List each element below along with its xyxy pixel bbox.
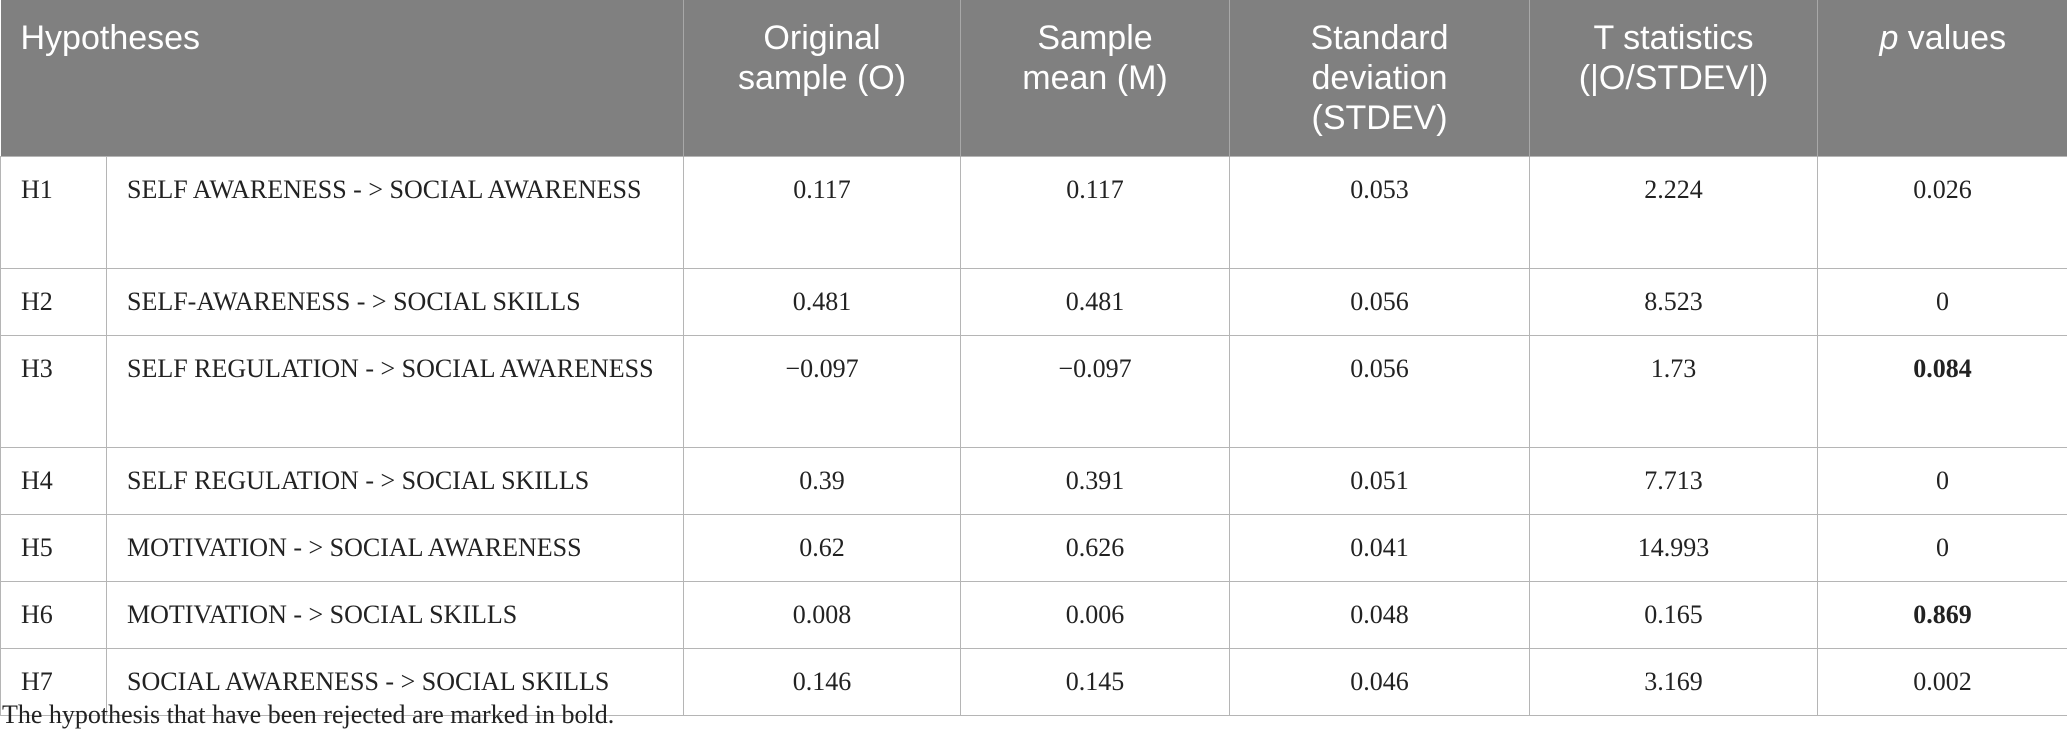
stdev-value: 0.056: [1229, 267, 1531, 336]
header-row: Hypotheses Original sample (O) Sample mean…: [0, 0, 2067, 156]
hypothesis-id: H4: [0, 446, 107, 515]
sample-mean-value: 0.481: [960, 267, 1231, 336]
header-p-italic: p: [1879, 19, 1899, 57]
original-sample-value: 0.008: [683, 580, 962, 649]
sample-mean-value: −0.097: [960, 334, 1231, 448]
header-t-statistics: T statistics (|O/STDEV|): [1529, 0, 1818, 156]
original-sample-value: 0.39: [683, 446, 962, 515]
header-hypotheses: Hypotheses: [0, 0, 684, 156]
hypothesis-id: H6: [0, 580, 107, 649]
header-t-line2: (|O/STDEV|): [1578, 59, 1769, 97]
hypotheses-table-container: Hypotheses Original sample (O) Sample mean…: [0, 0, 2067, 716]
hypothesis-id: H7: [0, 647, 107, 716]
stdev-value: 0.053: [1229, 155, 1531, 269]
table-row: H4 SELF REGULATION - > SOCIAL SKILLS 0.3…: [0, 446, 2067, 515]
sample-mean-value: 0.117: [960, 155, 1231, 269]
header-std-line2: deviation: [1311, 59, 1448, 97]
t-statistic-value: 3.169: [1529, 647, 1819, 716]
hypothesis-id: H2: [0, 267, 107, 336]
header-sample-mean: Sample mean (M): [960, 0, 1230, 156]
hypothesis-path: MOTIVATION - > SOCIAL AWARENESS: [105, 513, 685, 582]
sample-mean-value: 0.006: [960, 580, 1231, 649]
stdev-value: 0.046: [1229, 647, 1531, 716]
header-standard-deviation: Standard deviation (STDEV): [1229, 0, 1530, 156]
p-value-rejected: 0.084: [1817, 334, 2067, 448]
p-value: 0.002: [1817, 647, 2067, 716]
p-value: 0: [1817, 267, 2067, 336]
hypothesis-path: SELF REGULATION - > SOCIAL AWARENESS: [105, 334, 685, 448]
original-sample-value: 0.62: [683, 513, 962, 582]
table-row: H3 SELF REGULATION - > SOCIAL AWARENESS …: [0, 334, 2067, 448]
table-footnote: The hypothesis that have been rejected a…: [2, 700, 615, 729]
hypothesis-id: H1: [0, 155, 107, 269]
hypothesis-path: MOTIVATION - > SOCIAL SKILLS: [105, 580, 685, 649]
p-value-rejected: 0.869: [1817, 580, 2067, 649]
table-row: H1 SELF AWARENESS - > SOCIAL AWARENESS 0…: [0, 155, 2067, 269]
header-std-line1: Standard: [1310, 19, 1449, 57]
header-t-line1: T statistics: [1593, 19, 1754, 57]
table-row: H6 MOTIVATION - > SOCIAL SKILLS 0.008 0.…: [0, 580, 2067, 649]
t-statistic-value: 2.224: [1529, 155, 1819, 269]
header-original-sample: Original sample (O): [683, 0, 961, 156]
sample-mean-value: 0.391: [960, 446, 1231, 515]
header-original-sample-line1: Original: [763, 19, 881, 57]
table-header: Hypotheses Original sample (O) Sample mean…: [0, 0, 2067, 156]
hypothesis-path: SOCIAL AWARENESS - > SOCIAL SKILLS: [105, 647, 685, 716]
sample-mean-value: 0.145: [960, 647, 1231, 716]
hypothesis-path: SELF AWARENESS - > SOCIAL AWARENESS: [105, 155, 685, 269]
p-value: 0.026: [1817, 155, 2067, 269]
header-p-values: p values: [1817, 0, 2067, 156]
sample-mean-value: 0.626: [960, 513, 1231, 582]
p-value: 0: [1817, 446, 2067, 515]
p-value: 0: [1817, 513, 2067, 582]
stdev-value: 0.041: [1229, 513, 1531, 582]
table-row: H7 SOCIAL AWARENESS - > SOCIAL SKILLS 0.…: [0, 647, 2067, 716]
t-statistic-value: 1.73: [1529, 334, 1819, 448]
hypotheses-table: Hypotheses Original sample (O) Sample mean…: [0, 0, 2067, 716]
header-sample-mean-line2: mean (M): [1022, 59, 1168, 97]
t-statistic-value: 14.993: [1529, 513, 1819, 582]
hypothesis-id: H3: [0, 334, 107, 448]
header-std-line3: (STDEV): [1311, 99, 1448, 137]
stdev-value: 0.051: [1229, 446, 1531, 515]
header-original-sample-line2: sample (O): [737, 59, 907, 97]
t-statistic-value: 0.165: [1529, 580, 1819, 649]
stdev-value: 0.056: [1229, 334, 1531, 448]
header-hypotheses-label: Hypotheses: [20, 19, 201, 57]
stdev-value: 0.048: [1229, 580, 1531, 649]
original-sample-value: −0.097: [683, 334, 962, 448]
original-sample-value: 0.481: [683, 267, 962, 336]
hypothesis-path: SELF-AWARENESS - > SOCIAL SKILLS: [105, 267, 685, 336]
table-body: H1 SELF AWARENESS - > SOCIAL AWARENESS 0…: [0, 155, 2067, 716]
header-p-rest: values: [1898, 19, 2007, 57]
t-statistic-value: 8.523: [1529, 267, 1819, 336]
original-sample-value: 0.146: [683, 647, 962, 716]
table-row: H5 MOTIVATION - > SOCIAL AWARENESS 0.62 …: [0, 513, 2067, 582]
original-sample-value: 0.117: [683, 155, 962, 269]
header-sample-mean-line1: Sample: [1037, 19, 1153, 57]
t-statistic-value: 7.713: [1529, 446, 1819, 515]
table-row: H2 SELF-AWARENESS - > SOCIAL SKILLS 0.48…: [0, 267, 2067, 336]
hypothesis-path: SELF REGULATION - > SOCIAL SKILLS: [105, 446, 685, 515]
hypothesis-id: H5: [0, 513, 107, 582]
